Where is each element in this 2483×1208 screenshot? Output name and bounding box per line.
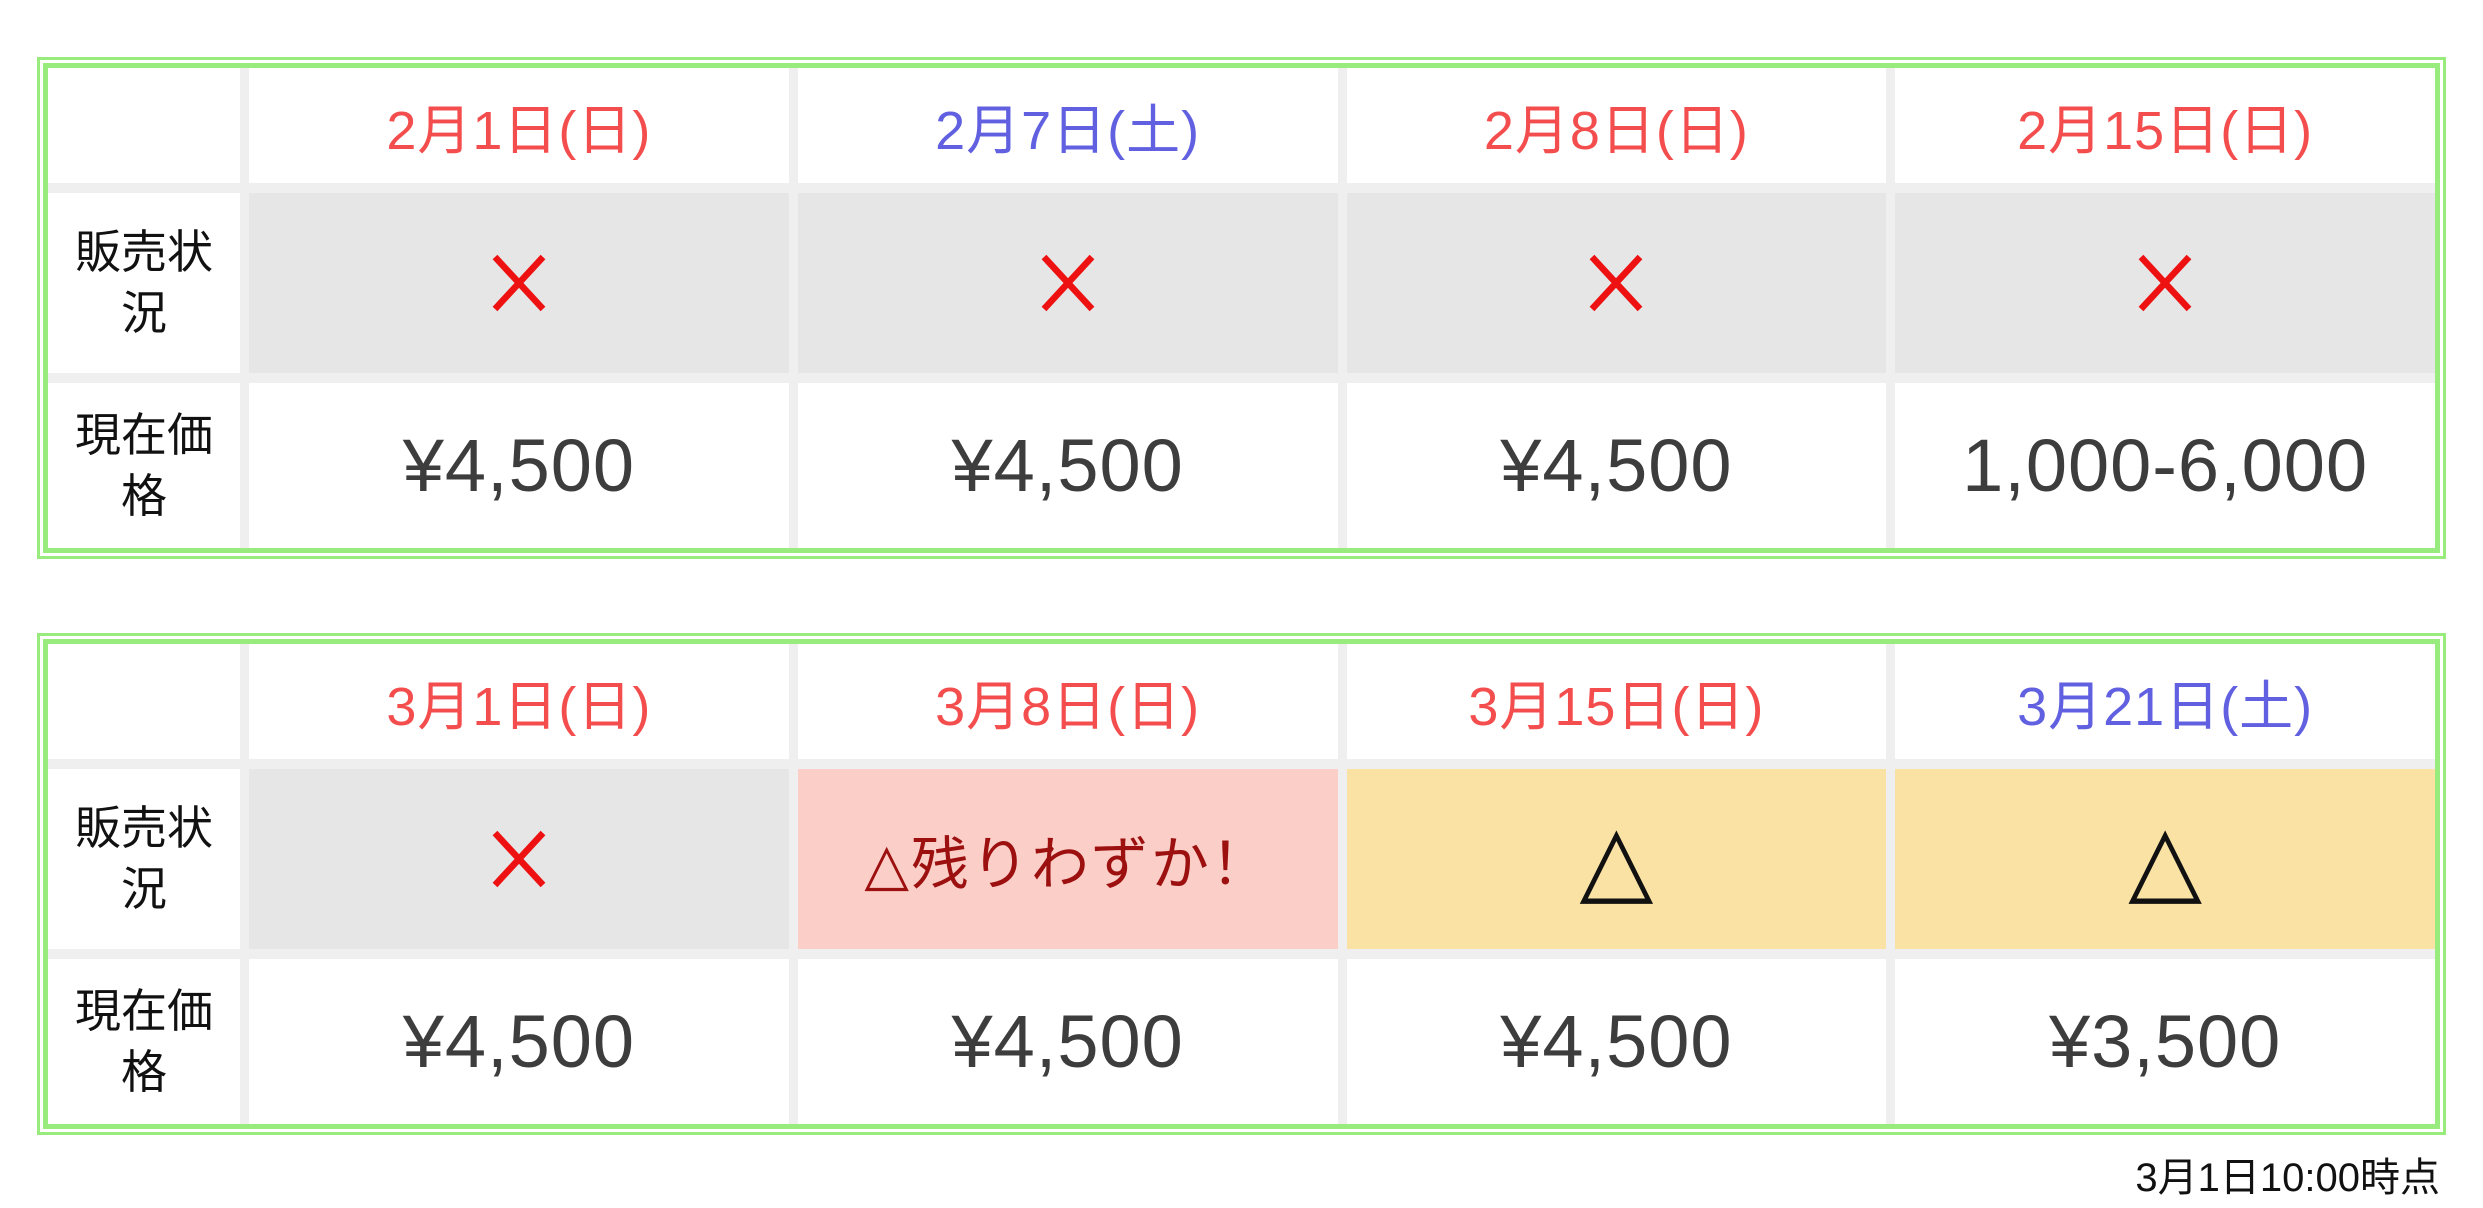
price-cell: ¥4,500	[797, 383, 1338, 548]
status-cell-sold-out	[797, 193, 1338, 373]
corner-cell	[48, 68, 240, 183]
price-cell: ¥4,500	[797, 959, 1338, 1124]
x-icon	[1041, 254, 1095, 312]
date-header-cell: 3月15日(日)	[1346, 644, 1887, 759]
row-label-price: 現在価格	[48, 959, 240, 1124]
price-table-march: 3月1日(日) 3月8日(日) 3月15日(日) 3月21日(土) 販売状況 △…	[37, 633, 2446, 1135]
status-cell-sold-out	[1895, 193, 2435, 373]
price-cell: 1,000-6,000	[1895, 383, 2435, 548]
row-label-price: 現在価格	[48, 383, 240, 548]
status-cell-sold-out	[1346, 193, 1887, 373]
x-icon	[492, 254, 546, 312]
date-header-cell: 2月8日(日)	[1346, 68, 1887, 183]
price-cell: ¥4,500	[249, 959, 789, 1124]
status-cell-few-left: △	[1346, 769, 1887, 949]
date-header-cell: 2月15日(日)	[1895, 68, 2435, 183]
date-header-cell: 3月8日(日)	[797, 644, 1338, 759]
x-icon	[2138, 254, 2192, 312]
status-cell-sold-out	[249, 193, 789, 373]
x-icon	[492, 830, 546, 888]
corner-cell	[48, 644, 240, 759]
price-cell: ¥3,500	[1895, 959, 2435, 1124]
row-label-status: 販売状況	[48, 769, 240, 949]
sold-out-alert-text: △残りわずか！	[864, 830, 1271, 898]
date-header-cell: 3月21日(土)	[1895, 644, 2435, 759]
status-cell-few-left: △	[1895, 769, 2435, 949]
row-label-status: 販売状況	[48, 193, 240, 373]
date-header-cell: 2月1日(日)	[249, 68, 789, 183]
price-cell: ¥4,500	[1346, 383, 1887, 548]
status-cell-few-left-alert: △残りわずか！	[797, 769, 1338, 949]
status-cell-sold-out	[249, 769, 789, 949]
triangle-icon: △	[1579, 803, 1654, 915]
triangle-icon: △	[2128, 803, 2203, 915]
date-header-cell: 2月7日(土)	[797, 68, 1338, 183]
price-table-february: 2月1日(日) 2月7日(土) 2月8日(日) 2月15日(日) 販売状況 現在…	[37, 57, 2446, 559]
date-header-cell: 3月1日(日)	[249, 644, 789, 759]
price-cell: ¥4,500	[249, 383, 789, 548]
price-cell: ¥4,500	[1346, 959, 1887, 1124]
x-icon	[1589, 254, 1643, 312]
timestamp-note: 3月1日10:00時点	[2135, 1156, 2440, 1200]
